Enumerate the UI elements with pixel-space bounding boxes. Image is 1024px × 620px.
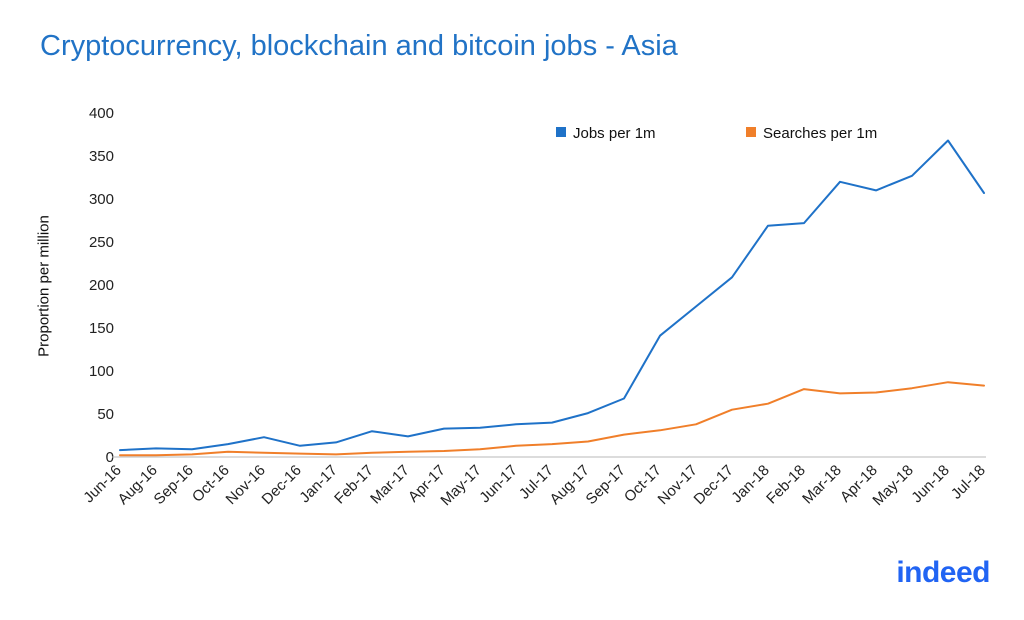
y-tick-label: 200 bbox=[89, 277, 114, 294]
x-tick-label: Jun-18 bbox=[908, 462, 952, 506]
y-tick-label: 350 bbox=[89, 148, 114, 165]
x-tick-label: Dec-16 bbox=[259, 462, 305, 508]
x-tick-label: May-17 bbox=[437, 462, 484, 509]
y-tick-label: 400 bbox=[89, 105, 114, 122]
chart-title: Cryptocurrency, blockchain and bitcoin j… bbox=[40, 30, 678, 62]
legend-swatch bbox=[556, 127, 566, 137]
x-axis-ticks: Jun-16Aug-16Sep-16Oct-16Nov-16Dec-16Jan-… bbox=[80, 462, 988, 509]
indeed-logo: indeed bbox=[896, 556, 990, 589]
legend-swatch bbox=[746, 127, 756, 137]
y-tick-label: 300 bbox=[89, 191, 114, 208]
series-line-searches bbox=[119, 381, 985, 457]
x-tick-label: Mar-17 bbox=[367, 462, 413, 508]
x-tick-label: Aug-16 bbox=[115, 462, 161, 508]
legend-label: Jobs per 1m bbox=[573, 125, 656, 142]
x-tick-label: Mar-18 bbox=[799, 462, 845, 508]
x-tick-label: Jun-17 bbox=[476, 462, 520, 506]
x-tick-label: Sep-16 bbox=[151, 462, 197, 508]
legend-label: Searches per 1m bbox=[763, 125, 877, 142]
y-axis-ticks: 0 50 100 150 200 250 300 350 400 bbox=[89, 105, 114, 466]
x-tick-label: Sep-17 bbox=[583, 462, 629, 508]
y-tick-label: 250 bbox=[89, 234, 114, 251]
x-tick-label: Aug-17 bbox=[547, 462, 593, 508]
x-tick-label: Nov-16 bbox=[223, 462, 269, 508]
x-tick-label: Jul-18 bbox=[948, 462, 989, 503]
y-tick-label: 100 bbox=[89, 363, 114, 380]
x-tick-label: May-18 bbox=[869, 462, 916, 509]
legend: Jobs per 1m Searches per 1m bbox=[556, 125, 877, 142]
series-layer bbox=[119, 139, 985, 457]
x-tick-label: Feb-18 bbox=[763, 462, 809, 508]
y-tick-label: 150 bbox=[89, 320, 114, 337]
y-tick-label: 50 bbox=[97, 406, 114, 423]
series-line-jobs bbox=[119, 139, 985, 452]
y-tick-label: 0 bbox=[106, 449, 114, 466]
x-tick-label: Nov-17 bbox=[655, 462, 701, 508]
x-tick-label: Feb-17 bbox=[331, 462, 377, 508]
x-tick-label: Dec-17 bbox=[691, 462, 737, 508]
